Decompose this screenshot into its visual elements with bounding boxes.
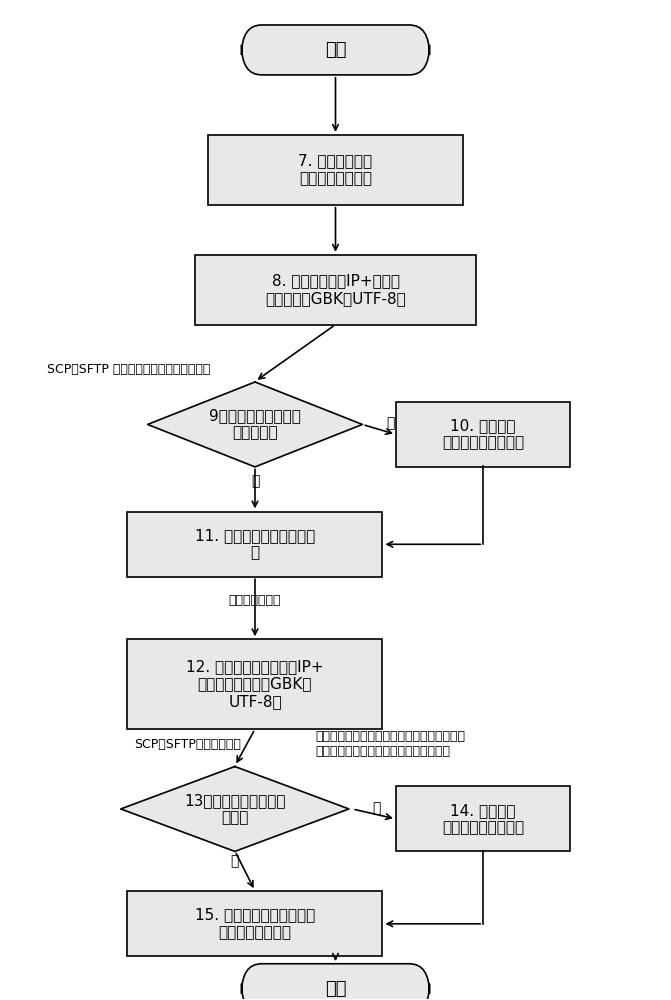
Polygon shape [121,767,349,851]
Text: 开始: 开始 [325,41,346,59]
Text: 12. 根据获取其他工作站IP+
系统的中文编码（GBK或
UTF-8）: 12. 根据获取其他工作站IP+ 系统的中文编码（GBK或 UTF-8） [186,659,324,709]
FancyBboxPatch shape [127,639,382,729]
FancyBboxPatch shape [396,402,570,467]
Text: 判断本工作站编码与其他工作站编码是否一致
再将本工作站录波文件推送给其他工作站: 判断本工作站编码与其他工作站编码是否一致 再将本工作站录波文件推送给其他工作站 [315,730,466,758]
FancyBboxPatch shape [127,891,382,956]
Text: 15. 同步到其他工作站，保
持所有客户端一致: 15. 同步到其他工作站，保 持所有客户端一致 [195,908,315,940]
Text: 是: 是 [231,854,239,868]
FancyBboxPatch shape [396,786,570,851]
Text: 14. 转换编码
并进行特殊字符处理: 14. 转换编码 并进行特殊字符处理 [442,803,524,835]
FancyBboxPatch shape [127,512,382,577]
Text: 8. 获取通讯服务IP+系统的
中文编码（GBK或UTF-8）: 8. 获取通讯服务IP+系统的 中文编码（GBK或UTF-8） [265,273,406,306]
FancyBboxPatch shape [242,25,429,75]
FancyBboxPatch shape [242,964,429,1000]
Text: SCP，SFTP推送波形文件: SCP，SFTP推送波形文件 [134,738,241,751]
Text: 否: 否 [386,416,394,430]
Text: 否: 否 [372,801,380,815]
Polygon shape [148,382,362,467]
FancyBboxPatch shape [195,255,476,325]
Text: 13判断编码格式格式是
否一致: 13判断编码格式格式是 否一致 [184,793,286,825]
Text: 通知其他工作站: 通知其他工作站 [229,594,281,607]
Text: 10. 转换编码
并进行特殊字符处理: 10. 转换编码 并进行特殊字符处理 [442,418,524,451]
Text: 9判断两边编码格式格
式是否一致: 9判断两边编码格式格 式是否一致 [209,408,301,441]
Text: 是: 是 [251,474,259,488]
Text: 7. 工站站客户端
获取下载成功通知: 7. 工站站客户端 获取下载成功通知 [299,154,372,186]
FancyBboxPatch shape [208,135,463,205]
Text: SCP，SFTP 从通讯服务器上远程文件拷贝: SCP，SFTP 从通讯服务器上远程文件拷贝 [47,363,210,376]
Text: 结束: 结束 [325,980,346,998]
Text: 11. 本地工作站获得录波文
件: 11. 本地工作站获得录波文 件 [195,528,315,560]
